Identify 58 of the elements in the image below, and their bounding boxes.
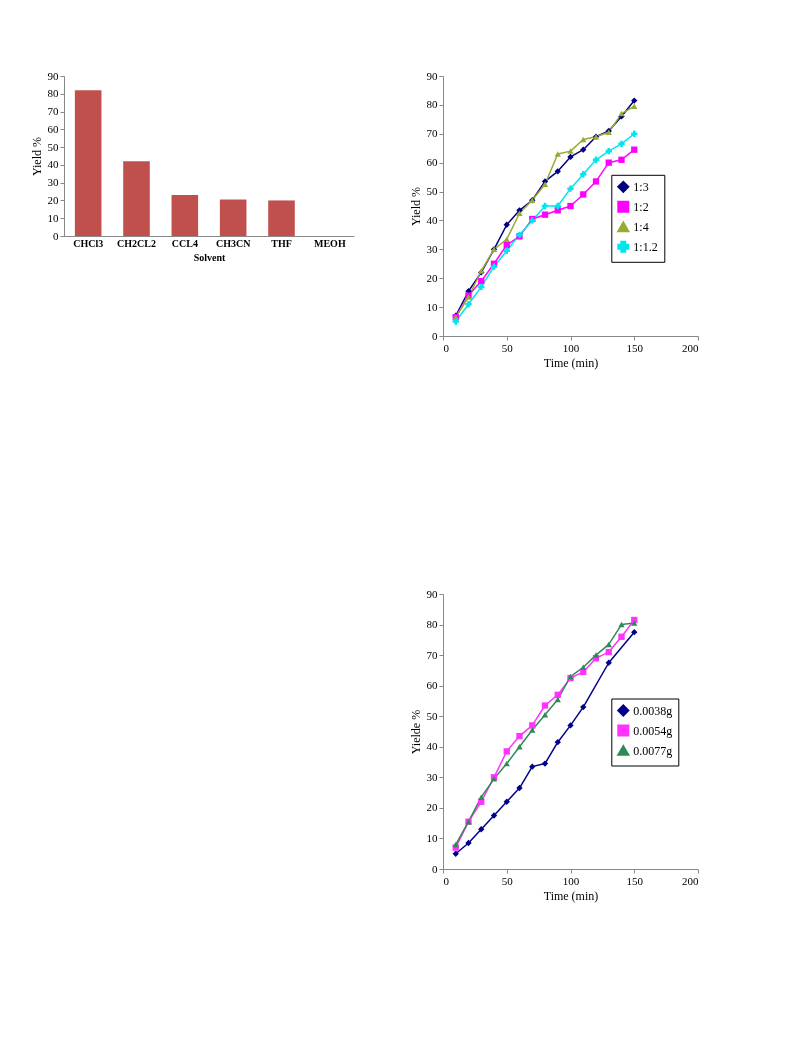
x-axis-title: Solvent bbox=[193, 251, 226, 263]
y-tick-label: 10 bbox=[426, 831, 438, 844]
y-tick-label: 10 bbox=[426, 300, 438, 313]
x-tick-label: 50 bbox=[501, 874, 514, 887]
y-tick-label: 20 bbox=[426, 801, 438, 814]
y-tick-label: 90 bbox=[47, 69, 59, 82]
x-tick-label: CCL4 bbox=[171, 237, 198, 249]
legend-label: 0.0077g bbox=[633, 743, 673, 758]
x-tick-label: 100 bbox=[562, 341, 580, 354]
y-tick-label: 10 bbox=[47, 211, 59, 224]
x-tick-label: CH3CN bbox=[215, 237, 252, 249]
y-tick-label: 60 bbox=[426, 156, 438, 169]
x-tick-label: 100 bbox=[562, 874, 580, 887]
y-tick-label: 60 bbox=[426, 679, 438, 692]
x-axis-title: Time (min) bbox=[543, 355, 599, 370]
y-tick-label: 80 bbox=[426, 98, 438, 111]
x-tick-label: CH2CL2 bbox=[117, 237, 156, 249]
y-axis-title: Yielde % bbox=[408, 709, 423, 755]
x-tick-label: 50 bbox=[501, 341, 514, 354]
y-tick-label: 70 bbox=[426, 127, 438, 140]
legend-label: 0.0038g bbox=[633, 703, 673, 718]
y-tick-label: 0 bbox=[432, 862, 438, 875]
x-tick-label: 150 bbox=[626, 874, 644, 887]
y-tick-label: 60 bbox=[47, 122, 59, 135]
y-tick-label: 90 bbox=[426, 587, 438, 600]
legend-label: 1:3 bbox=[633, 179, 649, 194]
x-tick-label: 150 bbox=[626, 341, 644, 354]
x-tick-label: 0 bbox=[443, 874, 450, 887]
y-tick-label: 50 bbox=[426, 709, 438, 722]
x-tick-label: MEOH bbox=[314, 237, 346, 249]
x-axis-title: Time (min) bbox=[543, 888, 599, 903]
y-axis-title: Yield % bbox=[29, 137, 44, 176]
x-tick-label: 200 bbox=[682, 341, 699, 354]
legend-label: 1:1.2 bbox=[633, 239, 658, 254]
y-axis-title: Yield % bbox=[408, 187, 423, 226]
x-tick-label: THF bbox=[271, 237, 292, 249]
x-tick-label: CHCl3 bbox=[73, 237, 104, 249]
y-tick-label: 40 bbox=[426, 740, 438, 753]
y-tick-label: 20 bbox=[426, 271, 438, 284]
legend-label: 1:2 bbox=[633, 199, 649, 214]
y-tick-label: 50 bbox=[47, 140, 59, 153]
y-tick-label: 20 bbox=[47, 193, 59, 206]
y-tick-label: 30 bbox=[426, 242, 438, 255]
y-tick-label: 70 bbox=[426, 648, 438, 661]
y-tick-label: 30 bbox=[426, 770, 438, 783]
y-tick-label: 50 bbox=[426, 185, 438, 198]
y-tick-label: 40 bbox=[47, 158, 59, 171]
y-tick-label: 70 bbox=[47, 105, 59, 118]
x-tick-label: 200 bbox=[682, 874, 699, 887]
y-tick-label: 40 bbox=[426, 213, 438, 226]
y-tick-label: 80 bbox=[426, 618, 438, 631]
y-tick-label: 0 bbox=[432, 329, 438, 342]
legend-label: 1:4 bbox=[633, 219, 649, 234]
y-tick-label: 30 bbox=[47, 176, 59, 189]
y-tick-label: 90 bbox=[426, 69, 438, 82]
legend-label: 0.0054g bbox=[633, 723, 673, 738]
x-tick-label: 0 bbox=[443, 341, 450, 354]
y-tick-label: 80 bbox=[47, 87, 59, 100]
